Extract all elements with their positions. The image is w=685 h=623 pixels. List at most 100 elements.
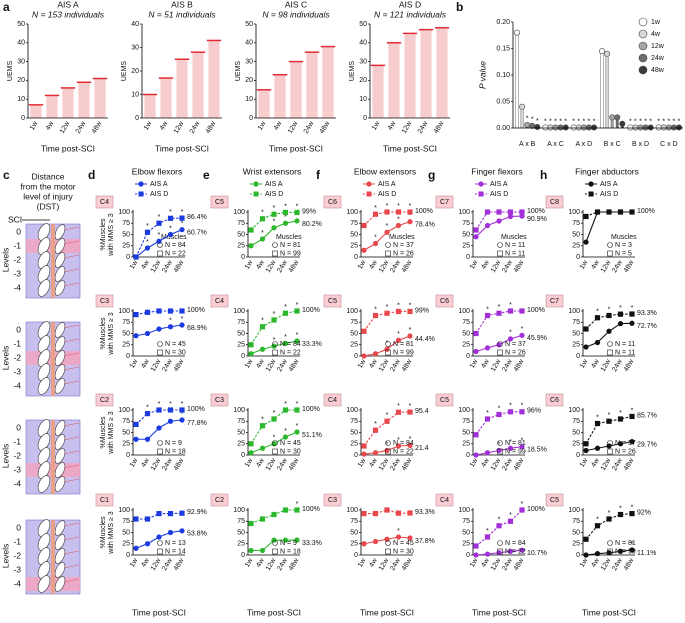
y-tick-label: 50 <box>350 529 358 536</box>
x-tick-label: 48w <box>623 259 636 274</box>
y-tick-label: 75 <box>122 319 130 326</box>
y-tick-label: 75 <box>462 518 470 525</box>
vertebra <box>54 364 66 380</box>
significance-star: * <box>296 423 299 430</box>
x-tick-label: 4w <box>368 457 379 469</box>
x-tick-label: 1w <box>257 120 268 132</box>
y-tick-label: 30 <box>17 58 25 65</box>
point <box>156 220 162 226</box>
point <box>617 441 624 447</box>
n-label: N = 30 <box>165 349 186 356</box>
point <box>282 507 289 513</box>
x-tick-label: 1w <box>357 457 368 469</box>
significance-star: * <box>374 421 377 428</box>
significance-star: * <box>169 225 172 232</box>
significance-star: * <box>409 327 412 334</box>
legend-marker <box>253 181 259 187</box>
legend-label: AIS D <box>490 191 508 198</box>
x-tick-label: 1w <box>579 259 590 271</box>
value-label: 93.3% <box>637 310 657 317</box>
x-tick-label: 12w <box>490 259 503 274</box>
legend-label: AIS D <box>378 191 396 198</box>
vertebra <box>37 519 51 537</box>
bar <box>192 52 204 119</box>
point <box>507 518 514 524</box>
point <box>167 231 174 238</box>
segment-label: C5 <box>440 397 449 404</box>
y-tick-label: 50 <box>350 330 358 337</box>
y-tick-label: 10 <box>131 91 139 98</box>
point <box>583 536 589 542</box>
point <box>395 443 402 449</box>
y-tick-label: 50 <box>122 231 130 238</box>
n-label: N = 18 <box>165 448 186 455</box>
segment-label: C2 <box>100 397 109 404</box>
y-tick-label: 30 <box>131 44 139 51</box>
significance-star: * <box>397 216 400 223</box>
point <box>484 312 491 319</box>
value-label: 10.7% <box>527 550 547 557</box>
y-tick-label: 75 <box>122 518 130 525</box>
p-value-dot <box>598 48 605 55</box>
level-label: -4 <box>13 478 21 488</box>
n-label: N = 22 <box>505 548 526 555</box>
y-tick-label: 100 <box>233 209 245 216</box>
n-label: N = 26 <box>505 349 526 356</box>
n-symbol <box>607 448 613 455</box>
segment-box <box>323 393 342 407</box>
x-tick-label: 12w <box>265 259 278 274</box>
legend-label: AIS A <box>490 181 508 188</box>
x-tick-label: 48w <box>401 557 414 572</box>
x-tick-label: 48w <box>91 120 104 135</box>
point <box>484 534 491 540</box>
significance-star: * <box>386 441 389 448</box>
point <box>507 336 514 342</box>
n-label: N = 26 <box>615 448 636 455</box>
x-tick-label: A x B <box>519 141 536 148</box>
point <box>282 537 289 543</box>
segment-box <box>435 195 454 209</box>
significance-star: * <box>169 209 172 216</box>
nerve <box>63 578 80 583</box>
point <box>372 511 379 517</box>
segment-label: C4 <box>100 199 109 206</box>
p-value-dot <box>557 124 564 131</box>
point <box>361 353 367 359</box>
x-tick-label: 24w <box>501 358 514 373</box>
p-value-dot <box>524 121 531 128</box>
point <box>617 548 624 555</box>
x-tick-label: 24w <box>501 457 514 472</box>
point <box>248 342 254 348</box>
bar <box>208 40 220 119</box>
y-tick-label: 50 <box>237 231 245 238</box>
point <box>133 545 139 551</box>
level-label: -4 <box>13 578 21 588</box>
x-tick-label: 48w <box>401 457 414 472</box>
x-tick-label: 48w <box>513 457 526 472</box>
x-tick-label: 24w <box>189 120 202 135</box>
level-label: -3 <box>13 268 21 278</box>
significance-star: * <box>608 412 611 419</box>
value-label: 45.9% <box>527 335 547 342</box>
n-symbol <box>385 548 391 555</box>
y-tick-label: 40 <box>131 21 139 28</box>
segment-box <box>210 195 229 209</box>
value-label: 11.1% <box>637 550 656 557</box>
point <box>507 409 514 415</box>
value-label: 60.7% <box>187 230 207 237</box>
y-tick-label: 40 <box>359 40 367 47</box>
point <box>617 209 624 215</box>
n-symbol <box>272 540 278 546</box>
x-tick-label: 4w <box>159 120 170 132</box>
n-symbol <box>607 540 613 546</box>
point <box>156 534 162 540</box>
significance-star: * <box>644 118 647 125</box>
segment-box <box>323 195 342 209</box>
y-tick-label: 25 <box>122 243 130 250</box>
n-label: N = 9 <box>165 440 182 447</box>
value-label: 99% <box>302 208 316 215</box>
x-tick-label: 4w <box>368 259 379 271</box>
point <box>271 416 277 422</box>
segment-label: C5 <box>328 298 337 305</box>
